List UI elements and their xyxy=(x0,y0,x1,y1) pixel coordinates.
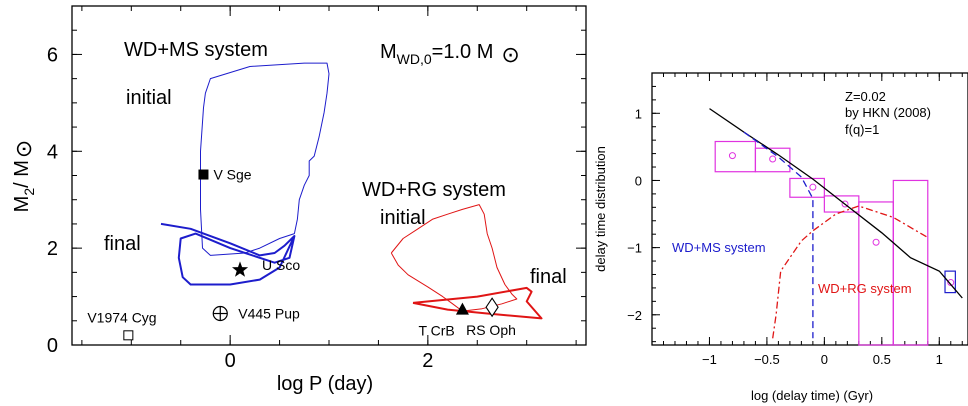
left-y-sun-symbol: ⊙ xyxy=(11,140,36,158)
left-y-tick-label: 0 xyxy=(47,335,58,357)
left-x-tick-label: 0 xyxy=(225,350,236,372)
wdrg-initial-label: initial xyxy=(380,207,426,229)
object-u-sco-marker xyxy=(232,261,249,277)
right-x-tick-label: −1 xyxy=(702,352,717,367)
right-y-tick-label: 1 xyxy=(635,106,642,121)
histogram-point-4 xyxy=(872,238,880,246)
right-ticks: −1 −0.5 0 0.5 1 −2 −1 0 1 xyxy=(627,73,963,367)
object-v-sge-label: V Sge xyxy=(213,167,251,183)
object-v-sge-marker xyxy=(198,169,209,180)
histogram-point-2 xyxy=(809,183,817,191)
left-y-label-rest: / M xyxy=(11,160,33,188)
object-rs-oph-marker xyxy=(485,297,499,318)
histogram-point-1 xyxy=(769,155,777,163)
wdms-initial-label: initial xyxy=(126,87,172,109)
left-y-tick-label: 4 xyxy=(47,141,58,163)
right-x-tick-label: 0 xyxy=(821,352,828,367)
wd-mass-sub: WD,0 xyxy=(397,51,432,67)
right-series-wd-ms xyxy=(743,131,814,339)
right-x-tick-label: 1 xyxy=(936,352,943,367)
wd-mass-main: M xyxy=(380,41,397,63)
observed-box xyxy=(944,270,956,294)
left-chart: 0 2 0 2 4 6 V Sge U Sco V445 Pup V1974 Cyg T CrB R… xyxy=(11,5,587,395)
object-u-sco-label: U Sco xyxy=(262,257,300,273)
fq-label: f(q)=1 xyxy=(845,122,879,137)
object-t-crb-label: T CrB xyxy=(418,323,454,339)
left-y-tick-label: 6 xyxy=(47,44,58,66)
wdms-system-label: WD+MS system xyxy=(124,39,268,61)
left-series-2 xyxy=(390,204,518,312)
histogram-point-0 xyxy=(728,152,736,160)
left-x-tick-label: 2 xyxy=(422,350,433,372)
histogram-bin-4 xyxy=(858,201,894,346)
object-v1974-cyg-label: V1974 Cyg xyxy=(87,309,156,325)
object-v1974-cyg-marker xyxy=(123,330,134,341)
right-series-total xyxy=(709,108,963,299)
left-series-1 xyxy=(160,222,296,286)
histogram-point-3 xyxy=(841,200,849,208)
right-y-tick-label: 0 xyxy=(635,173,642,188)
left-y-label-sub: 2 xyxy=(21,188,37,196)
left-series-0 xyxy=(200,62,330,256)
wdrg-final-label: final xyxy=(530,266,567,288)
right-histogram xyxy=(714,140,956,346)
right-y-axis-label: delay time distribution xyxy=(593,146,608,272)
left-y-label-main: M xyxy=(11,196,33,213)
object-v445-pup-label: V445 Pup xyxy=(238,306,300,322)
object-rs-oph-label: RS Oph xyxy=(466,322,516,338)
histogram-bin-5 xyxy=(892,179,929,346)
left-y-axis-label: M2/ M ⊙ xyxy=(11,140,37,213)
histogram-bin-1 xyxy=(754,147,791,173)
right-y-tick-label: −2 xyxy=(627,308,642,323)
sun-symbol: ⊙ xyxy=(501,42,519,67)
object-t-crb-marker xyxy=(455,302,469,315)
z-label: Z=0.02 xyxy=(845,89,886,104)
wdrg-system-label: WD+RG system xyxy=(362,179,506,201)
wd-mass-rest: =1.0 M xyxy=(432,41,494,63)
left-objects: V Sge U Sco V445 Pup V1974 Cyg T CrB RS Oph xyxy=(87,167,516,341)
left-ticks: 0 2 0 2 4 6 xyxy=(47,5,586,372)
right-series-wd-rg xyxy=(772,205,929,339)
left-series-3 xyxy=(412,286,543,320)
wdms-curve-label: WD+MS system xyxy=(672,240,766,255)
right-plot-frame xyxy=(651,72,968,346)
left-y-tick-label: 2 xyxy=(47,238,58,260)
left-x-axis-label: log P (day) xyxy=(277,373,373,395)
right-chart: −1 −0.5 0 0.5 1 −2 −1 0 1 Z=0.02 by HKN (2008) f… xyxy=(593,72,968,403)
wdms-final-label: final xyxy=(104,233,141,255)
wd-mass-label: MWD,0=1.0 M ⊙ xyxy=(380,41,520,67)
right-x-axis-label: log (delay time) (Gyr) xyxy=(751,388,873,403)
wdrg-curve-label: WD+RG system xyxy=(818,281,912,296)
right-x-tick-label: −0.5 xyxy=(754,352,780,367)
right-x-tick-label: 0.5 xyxy=(873,352,891,367)
histogram-bin-2 xyxy=(789,177,825,198)
ref-label: by HKN (2008) xyxy=(845,105,931,120)
right-y-tick-label: −1 xyxy=(627,241,642,256)
right-series xyxy=(709,108,963,339)
